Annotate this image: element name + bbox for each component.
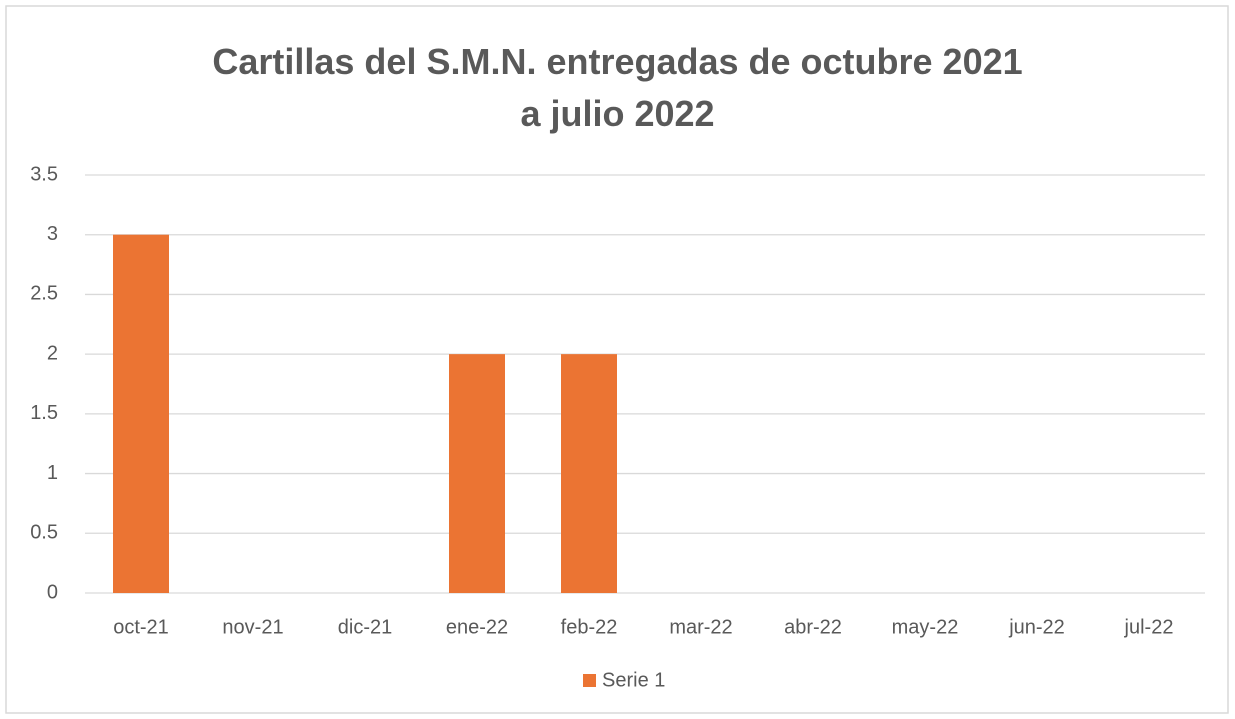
x-tick-label: feb-22 [561,616,618,638]
y-tick-label: 0 [47,581,58,603]
x-tick-label: jul-22 [1124,616,1174,638]
x-tick-label: mar-22 [669,616,732,638]
x-tick-label: dic-21 [338,616,392,638]
y-tick-label: 2 [47,342,58,364]
legend-label: Serie 1 [602,669,665,691]
legend-swatch [583,674,596,687]
bar [561,354,617,593]
x-tick-label: ene-22 [446,616,508,638]
chart-border [5,5,1229,714]
y-tick-label: 1.5 [30,402,58,424]
y-tick-label: 2.5 [30,283,58,305]
y-tick-label: 0.5 [30,522,58,544]
y-tick-label: 3.5 [30,163,58,185]
y-tick-label: 1 [47,462,58,484]
x-tick-label: abr-22 [784,616,842,638]
bar [449,354,505,593]
bar [113,234,169,593]
y-tick-label: 3 [47,223,58,245]
x-tick-label: nov-21 [222,616,283,638]
x-tick-label: may-22 [892,616,959,638]
x-tick-label: jun-22 [1008,616,1065,638]
chart-title: Cartillas del S.M.N. entregadas de octub… [212,41,1023,134]
x-tick-label: oct-21 [113,616,169,638]
